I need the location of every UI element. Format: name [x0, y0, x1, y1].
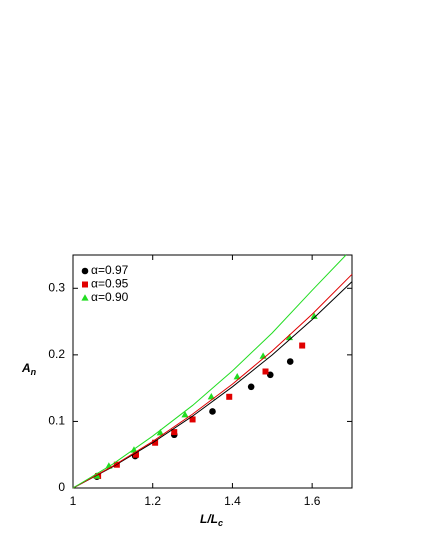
x-label-sub: c	[218, 518, 223, 528]
y-tick-label: 0.3	[48, 280, 65, 294]
point	[262, 368, 269, 375]
point	[226, 393, 233, 400]
point	[189, 416, 196, 423]
x-tick-label: 1.2	[144, 494, 161, 508]
x-tick-label: 1	[70, 494, 77, 508]
legend-label: α=0.95	[91, 277, 129, 291]
point	[209, 408, 216, 415]
plot-frame	[72, 254, 353, 489]
y-tick-label: 0.1	[48, 414, 65, 428]
legend-marker	[81, 267, 89, 275]
y-tick-label: 0.2	[48, 347, 65, 361]
point	[310, 312, 318, 319]
legend-marker	[81, 294, 89, 301]
y-tick-label: 0	[58, 480, 65, 494]
x-label-main: L/L	[200, 512, 218, 526]
point	[152, 439, 159, 446]
point	[171, 429, 178, 436]
legend-marker	[82, 281, 88, 288]
point	[247, 383, 255, 391]
fit-curve	[72, 254, 347, 489]
fit-curve	[72, 273, 353, 489]
point	[181, 410, 189, 418]
point	[233, 373, 241, 380]
legend-label: α=0.97	[91, 263, 129, 277]
point	[286, 358, 294, 365]
point	[132, 451, 139, 458]
y-axis-label: An	[21, 361, 37, 377]
x-axis-label: L/Lc	[200, 512, 223, 528]
y-label-sub: n	[31, 367, 37, 377]
point	[156, 428, 164, 436]
x-tick-label: 1.4	[224, 494, 241, 508]
point	[299, 342, 306, 349]
legend-label: α=0.90	[91, 290, 129, 304]
point	[259, 352, 267, 359]
point	[266, 371, 274, 379]
fit-curve	[72, 281, 353, 489]
y-label-main: A	[21, 361, 31, 375]
point	[207, 392, 215, 400]
x-tick-label: 1.6	[304, 494, 321, 508]
